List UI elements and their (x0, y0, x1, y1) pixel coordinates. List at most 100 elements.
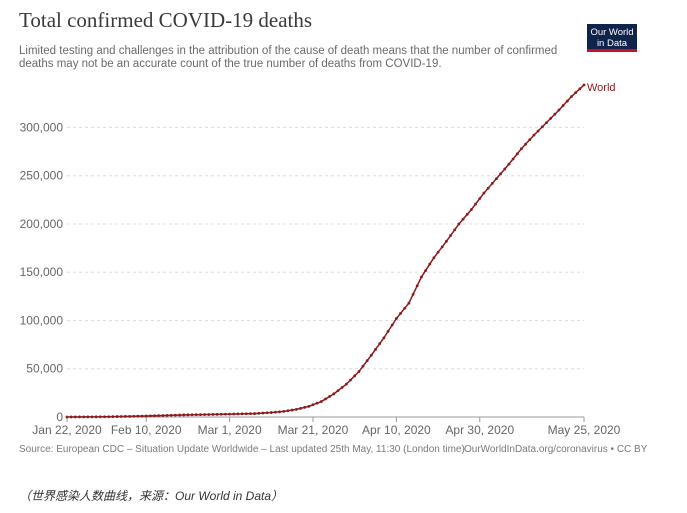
data-point (111, 415, 115, 419)
data-point (194, 413, 198, 417)
data-point (94, 415, 98, 419)
data-point (86, 415, 90, 419)
data-point (457, 222, 461, 226)
y-tick-label: 100,000 (20, 313, 64, 327)
chart-title: Total confirmed COVID-19 deaths (19, 8, 313, 32)
data-point (520, 147, 523, 151)
data-point (453, 228, 457, 232)
x-tick-label: Mar 21, 2020 (278, 423, 349, 437)
data-point (432, 256, 436, 260)
data-point (365, 359, 369, 363)
data-point (486, 186, 490, 190)
data-point (511, 157, 515, 161)
data-point (382, 336, 386, 340)
data-point (269, 411, 273, 414)
data-point (340, 386, 344, 389)
data-point (294, 407, 298, 411)
data-point (474, 202, 477, 206)
data-point (478, 197, 482, 200)
data-point (107, 415, 111, 419)
data-point (399, 312, 402, 315)
data-point (98, 415, 102, 419)
data-point (394, 317, 398, 320)
x-tick-label: Jan 22, 2020 (32, 423, 102, 437)
data-point (449, 234, 452, 237)
data-point (536, 129, 540, 133)
data-point (353, 374, 357, 378)
data-point (349, 378, 352, 382)
data-point (303, 405, 307, 409)
data-point (73, 415, 77, 419)
data-point (228, 412, 232, 416)
data-point (424, 269, 427, 273)
data-point (244, 412, 248, 416)
image-caption: （世界感染人数曲线，来源：Our World in Data） (19, 489, 284, 503)
data-point (411, 293, 415, 296)
data-point (290, 408, 294, 412)
y-tick-label: 50,000 (26, 362, 63, 376)
data-point (224, 412, 227, 416)
data-point (507, 162, 511, 166)
data-point (499, 172, 503, 176)
data-point (174, 413, 177, 417)
data-point (557, 108, 561, 112)
source-note: Source: European CDC – Situation Update … (19, 444, 465, 455)
data-point (578, 87, 582, 91)
data-point (465, 212, 469, 216)
data-point (570, 95, 573, 98)
data-point (249, 412, 252, 416)
data-point (440, 245, 444, 249)
data-point (419, 275, 423, 279)
data-point (386, 330, 390, 333)
data-point (482, 191, 486, 195)
data-point (528, 138, 532, 142)
data-point (307, 404, 311, 408)
data-point (240, 412, 244, 416)
data-point (582, 83, 586, 87)
data-point (169, 413, 173, 417)
data-point (153, 414, 156, 418)
data-point (403, 306, 407, 310)
data-point (553, 112, 557, 116)
data-point (565, 99, 569, 103)
data-point (128, 414, 131, 418)
data-point (374, 348, 377, 351)
data-point (236, 412, 240, 416)
data-point (253, 412, 257, 415)
data-point (436, 250, 440, 254)
data-point (115, 415, 119, 418)
data-point (215, 412, 219, 416)
y-tick-label: 300,000 (20, 120, 64, 134)
data-point (311, 403, 315, 407)
data-point (540, 125, 544, 129)
data-point (336, 389, 340, 393)
series-line-world (66, 84, 585, 418)
x-tick-label: Feb 10, 2020 (111, 423, 182, 437)
data-point (286, 409, 290, 413)
x-tick-label: May 25, 2020 (548, 423, 621, 437)
data-point (82, 415, 86, 419)
data-point (315, 401, 319, 405)
data-point (178, 413, 181, 417)
data-point (203, 413, 206, 416)
data-point (361, 364, 365, 368)
data-point (265, 411, 269, 415)
data-point (199, 413, 202, 417)
data-point (140, 414, 144, 418)
data-point (282, 410, 286, 413)
data-point (157, 414, 161, 418)
y-tick-label: 250,000 (20, 169, 64, 183)
data-point (407, 301, 411, 305)
data-point (278, 410, 282, 414)
owid-logo[interactable]: Our World in Data (587, 24, 637, 52)
data-point (123, 415, 127, 418)
data-point (186, 413, 190, 417)
x-tick-label: Mar 1, 2020 (198, 423, 262, 437)
x-tick-label: Apr 10, 2020 (362, 423, 431, 437)
source-link[interactable]: OurWorldInData.org/coronavirus • CC BY (464, 444, 648, 455)
series-label-world: World (587, 82, 616, 94)
data-point (357, 370, 361, 374)
y-tick-label: 150,000 (20, 265, 64, 279)
data-point (132, 414, 136, 418)
